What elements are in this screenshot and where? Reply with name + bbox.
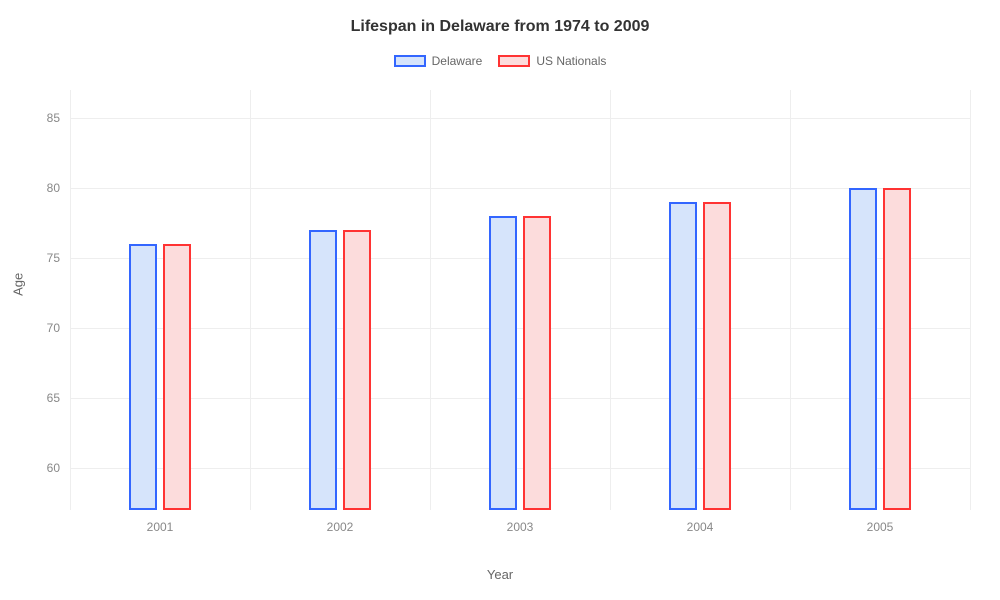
legend-swatch-delaware [394,55,426,67]
bar-delaware [129,244,157,510]
gridline-v [430,90,431,510]
x-axis-label: Year [487,567,513,582]
bar-delaware [669,202,697,510]
bar-delaware [309,230,337,510]
legend-item-us-nationals: US Nationals [498,54,606,68]
bar-us-nationals [523,216,551,510]
bar-delaware [489,216,517,510]
gridline-h [70,398,970,399]
bar-us-nationals [883,188,911,510]
gridline-h [70,468,970,469]
gridline-v [970,90,971,510]
y-tick-label: 70 [30,321,60,335]
bar-us-nationals [163,244,191,510]
gridline-h [70,118,970,119]
bar-us-nationals [343,230,371,510]
gridline-h [70,258,970,259]
gridline-h [70,328,970,329]
y-tick-label: 65 [30,391,60,405]
legend-swatch-us-nationals [498,55,530,67]
legend: Delaware US Nationals [0,54,1000,68]
y-tick-label: 60 [30,461,60,475]
x-tick-label: 2002 [327,520,354,534]
x-tick-label: 2004 [687,520,714,534]
x-tick-label: 2001 [147,520,174,534]
gridline-v [610,90,611,510]
chart-title: Lifespan in Delaware from 1974 to 2009 [0,0,1000,36]
y-axis-label: Age [11,273,26,296]
y-tick-label: 75 [30,251,60,265]
gridline-h [70,188,970,189]
x-tick-label: 2005 [867,520,894,534]
y-tick-label: 85 [30,111,60,125]
plot-area: 60657075808520012002200320042005 [70,90,970,510]
gridline-v [790,90,791,510]
y-tick-label: 80 [30,181,60,195]
bar-delaware [849,188,877,510]
gridline-v [250,90,251,510]
legend-label: Delaware [432,54,483,68]
x-tick-label: 2003 [507,520,534,534]
bar-us-nationals [703,202,731,510]
legend-label: US Nationals [536,54,606,68]
chart-container: Lifespan in Delaware from 1974 to 2009 D… [0,0,1000,600]
legend-item-delaware: Delaware [394,54,483,68]
gridline-v [70,90,71,510]
